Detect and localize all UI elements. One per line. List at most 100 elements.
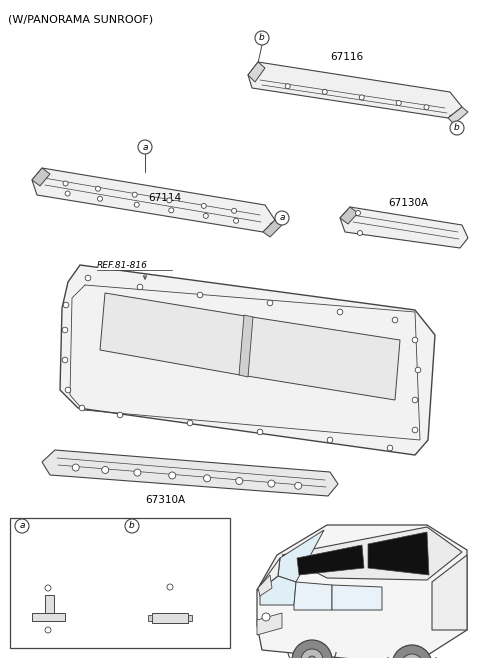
Polygon shape [368,532,429,575]
Circle shape [308,656,316,658]
Circle shape [167,584,173,590]
Polygon shape [263,220,282,237]
Circle shape [412,337,418,343]
Circle shape [301,649,323,658]
Polygon shape [152,613,188,623]
Circle shape [267,300,273,306]
Circle shape [85,275,91,281]
Polygon shape [278,530,324,582]
Polygon shape [332,585,382,610]
Polygon shape [42,450,338,496]
Text: REF.81-816: REF.81-816 [97,261,148,270]
Circle shape [236,478,243,484]
Polygon shape [239,315,253,377]
Circle shape [275,211,289,225]
Circle shape [169,472,176,479]
Circle shape [62,327,68,333]
Circle shape [79,405,85,411]
Circle shape [358,230,362,236]
Polygon shape [260,576,296,605]
Text: 67114: 67114 [148,193,181,203]
Circle shape [134,202,139,207]
Circle shape [63,181,68,186]
Circle shape [102,467,109,474]
Text: b: b [259,34,265,43]
Circle shape [45,627,51,633]
Circle shape [257,429,263,435]
Circle shape [132,192,137,197]
Text: a: a [19,522,25,530]
Circle shape [231,209,237,213]
Circle shape [45,585,51,591]
Polygon shape [257,558,280,590]
Circle shape [262,613,270,621]
Polygon shape [432,555,467,630]
Circle shape [387,445,393,451]
Circle shape [15,519,29,533]
Polygon shape [60,265,435,455]
Circle shape [412,427,418,433]
Circle shape [201,203,206,209]
Polygon shape [258,575,272,596]
Polygon shape [248,62,265,82]
Circle shape [197,292,203,298]
Polygon shape [32,168,275,232]
Text: b: b [129,522,135,530]
Circle shape [62,357,68,363]
Polygon shape [148,615,152,621]
Circle shape [204,475,211,482]
Polygon shape [257,613,282,635]
Polygon shape [448,107,468,124]
Circle shape [125,519,139,533]
Text: 67130A: 67130A [388,198,428,208]
Circle shape [450,121,464,135]
Polygon shape [340,207,358,224]
Circle shape [415,367,421,373]
Circle shape [412,397,418,403]
Circle shape [268,480,275,487]
Circle shape [234,218,239,223]
Polygon shape [257,525,467,658]
Circle shape [63,302,69,308]
Circle shape [392,317,398,323]
Circle shape [134,469,141,476]
Circle shape [65,191,70,196]
Circle shape [392,645,432,658]
Polygon shape [45,595,54,613]
Circle shape [167,198,172,203]
Polygon shape [100,293,245,375]
Circle shape [117,412,123,418]
Circle shape [137,284,143,290]
Text: 67363L: 67363L [144,523,178,532]
Circle shape [424,105,429,110]
Polygon shape [282,527,462,580]
Circle shape [292,640,332,658]
Circle shape [322,89,327,94]
Circle shape [204,213,208,218]
Polygon shape [32,613,65,621]
Polygon shape [32,168,50,186]
Circle shape [396,101,401,105]
Polygon shape [340,207,468,248]
Text: a: a [142,143,148,151]
Circle shape [72,464,79,471]
Circle shape [327,437,333,443]
Circle shape [187,420,193,426]
Circle shape [65,387,71,393]
Circle shape [359,95,364,100]
FancyBboxPatch shape [10,518,230,648]
Text: (W/PANORAMA SUNROOF): (W/PANORAMA SUNROOF) [8,14,153,24]
Polygon shape [297,545,364,575]
Circle shape [337,309,343,315]
Text: b: b [454,124,460,132]
Polygon shape [248,62,462,118]
Circle shape [356,211,360,216]
Circle shape [97,196,103,201]
Circle shape [169,208,174,213]
Circle shape [96,186,100,191]
Polygon shape [247,317,400,400]
Circle shape [138,140,152,154]
Text: 67116: 67116 [330,52,363,62]
Polygon shape [294,582,332,610]
Circle shape [255,31,269,45]
